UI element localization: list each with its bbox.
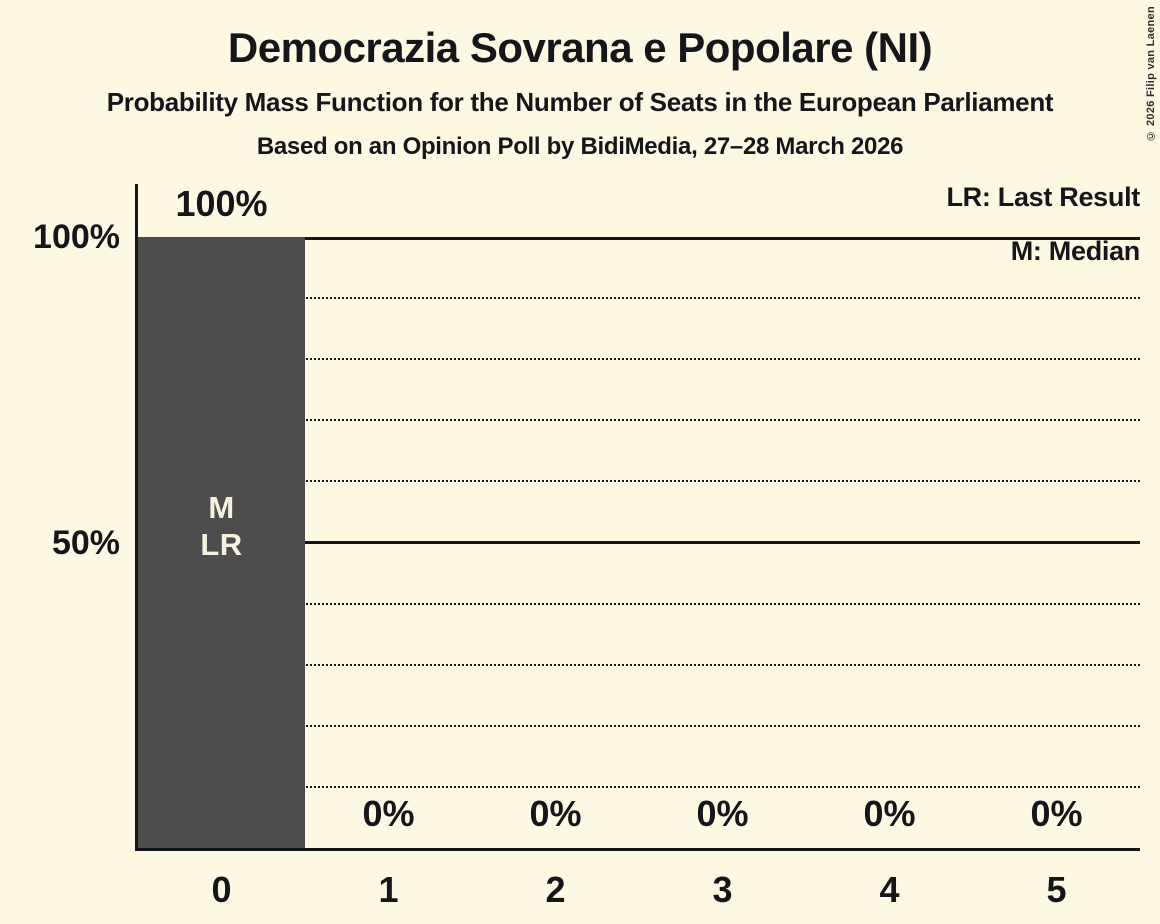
x-tick-label-2: 2 (545, 869, 566, 910)
gridline-dotted-60 (138, 480, 1140, 483)
value-label-2: 0% (529, 793, 582, 834)
x-tick-label-5: 5 (1046, 869, 1067, 910)
gridline-dotted-40 (138, 602, 1140, 605)
value-label-5: 0% (1030, 793, 1083, 834)
last-result-marker: LR (200, 527, 243, 562)
x-tick-label-3: 3 (712, 869, 733, 910)
chart-poll-info: Based on an Opinion Poll by BidiMedia, 2… (256, 133, 904, 160)
chart-title: Democrazia Sovrana e Popolare (NI) (227, 24, 933, 71)
y-axis-line (135, 184, 138, 851)
gridline-dotted-70 (138, 419, 1140, 422)
x-tick-label-4: 4 (879, 869, 900, 910)
chart-subtitle: Probability Mass Function for the Number… (106, 87, 1054, 117)
gridline-solid-100 (138, 237, 1140, 240)
gridline-dotted-20 (138, 724, 1140, 727)
copyright-notice: © 2026 Filip van Laenen (1145, 6, 1157, 142)
y-tick-label-100: 100% (33, 218, 120, 256)
value-label-1: 0% (362, 793, 415, 834)
gridline-dotted-90 (138, 297, 1140, 300)
gridline-solid-50 (138, 541, 1140, 544)
bar-seats-0 (138, 237, 305, 848)
gridline-dotted-80 (138, 358, 1140, 361)
x-tick-label-0: 0 (211, 869, 232, 910)
value-label-4: 0% (863, 793, 916, 834)
value-label-0: 100% (175, 183, 268, 224)
x-tick-label-1: 1 (378, 869, 399, 910)
gridline-dotted-10 (138, 785, 1140, 788)
median-marker: M (208, 490, 235, 525)
bar-marker-labels: M LR (138, 489, 305, 563)
value-label-3: 0% (696, 793, 749, 834)
legend-last-result: LR: Last Result (946, 182, 1140, 212)
legend-median: M: Median (1010, 236, 1141, 266)
x-axis-line (135, 848, 1140, 851)
y-tick-label-50: 50% (51, 523, 120, 562)
gridline-dotted-30 (138, 663, 1140, 666)
